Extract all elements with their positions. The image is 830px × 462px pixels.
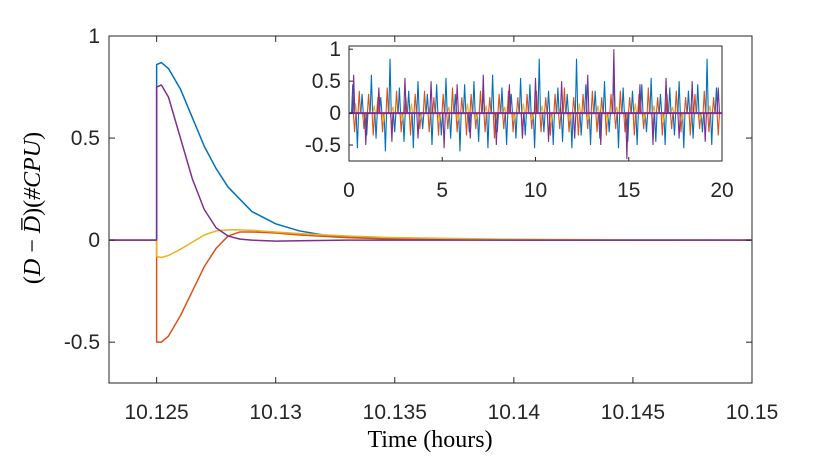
main-y-tick-label: -0.5 [64,331,100,354]
main-x-tick-label: 10.13 [249,401,302,424]
inset-y-tick-label: 0 [329,102,341,125]
main-x-tick-label: 10.145 [601,401,665,424]
main-y-tick-label: 0.5 [71,127,100,150]
y-label-part-open: ( [20,276,46,284]
inset-x-tick-label: 5 [436,179,448,202]
main-x-tick-label: 10.15 [726,401,779,424]
inset-axes: 0 5 10 15 20 -0.500.51 [305,38,734,202]
y-label-part-cpu: #CPU [20,138,46,200]
y-axis-label: (D − D̅)(#CPU) [20,132,46,284]
inset-x-tick-label: 15 [617,179,640,202]
y-label-part-mid: )( [20,200,46,216]
inset-y-ticks: -0.5 0 0.5 1 [305,38,353,157]
main-series-line-4 [109,84,752,242]
main-series-group [109,61,753,343]
x-axis-label: Time (hours) [367,427,492,453]
inset-x-tick-label: 10 [524,179,547,202]
main-series-line-2 [109,231,752,343]
main-x-tick-label: 10.125 [125,401,189,424]
inset-y-tick-label: 1 [329,38,341,61]
inset-series-line-3 [349,103,722,123]
y-label-part-dbar: D̅ [20,216,46,234]
inset-series-line-4 [349,49,722,160]
y-label-part-d: D [20,259,46,277]
inset-x-tick-label: 0 [343,179,355,202]
main-x-ticks: 10.125 10.13 10.135 10.14 10.145 10.15 [125,36,779,424]
y-label-part-close: ) [20,132,46,140]
main-y-tick-label: 0 [88,229,100,252]
y-label-part-minus: − [20,233,46,259]
inset-y-tick-label: 0.5 [312,70,341,93]
inset-x-tick-label: 20 [710,179,733,202]
main-series-line-3 [109,229,753,259]
inset-x-ticks: 0 5 10 15 20 [343,157,734,202]
inset-y-tick-label: -0.5 [305,134,341,157]
main-x-tick-label: 10.135 [363,401,427,424]
main-x-tick-label: 10.14 [488,401,541,424]
main-y-ticks: -0.500.51 [64,25,752,354]
main-y-tick-label: 1 [88,25,100,48]
